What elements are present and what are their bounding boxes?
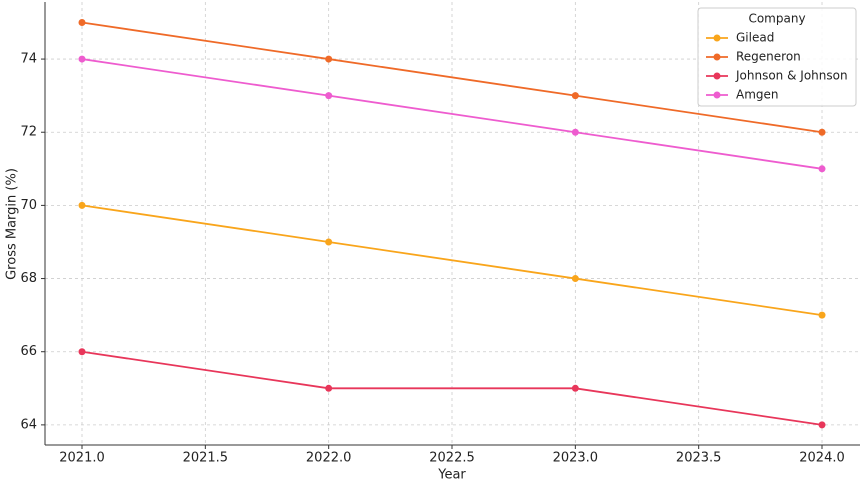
legend-label: Amgen bbox=[736, 88, 779, 102]
series-line bbox=[81, 204, 823, 317]
data-point bbox=[78, 55, 86, 63]
legend-label: Regeneron bbox=[736, 50, 801, 64]
series-line bbox=[81, 58, 823, 170]
series-line bbox=[81, 350, 823, 426]
data-point bbox=[818, 128, 826, 136]
data-point bbox=[571, 275, 579, 283]
y-tick-label: 66 bbox=[20, 344, 37, 359]
series-line bbox=[81, 21, 823, 134]
y-tick-label: 74 bbox=[20, 52, 37, 67]
legend-marker bbox=[713, 34, 721, 42]
legend-title: Company bbox=[748, 12, 805, 26]
data-point bbox=[571, 384, 579, 392]
x-tick-label: 2023.0 bbox=[553, 451, 599, 466]
x-tick-label: 2021.5 bbox=[183, 451, 229, 466]
y-tick-label: 68 bbox=[20, 271, 37, 286]
legend-marker bbox=[713, 91, 721, 99]
y-tick-label: 70 bbox=[20, 198, 37, 213]
legend-box bbox=[697, 7, 857, 107]
data-point bbox=[818, 421, 826, 429]
data-point bbox=[325, 92, 333, 100]
data-point bbox=[325, 55, 333, 63]
y-tick-label: 64 bbox=[20, 417, 37, 432]
data-point bbox=[571, 92, 579, 100]
legend-label: Gilead bbox=[736, 31, 774, 45]
x-tick-label: 2023.5 bbox=[676, 451, 722, 466]
legend-marker bbox=[713, 53, 721, 61]
data-point bbox=[78, 348, 86, 356]
legend: Company Gilead Regeneron Johnson & Johnson A… bbox=[697, 7, 857, 107]
data-point bbox=[818, 311, 826, 319]
legend-label: Johnson & Johnson bbox=[735, 69, 848, 83]
y-axis-label: Gross Margin (%) bbox=[5, 168, 20, 280]
x-tick-label: 2024.0 bbox=[799, 451, 845, 466]
x-tick-label: 2021.0 bbox=[59, 451, 105, 466]
data-point bbox=[571, 128, 579, 136]
data-point bbox=[78, 201, 86, 209]
legend-marker bbox=[713, 72, 721, 80]
x-tick-label: 2022.0 bbox=[306, 451, 352, 466]
data-point bbox=[325, 384, 333, 392]
data-point bbox=[78, 18, 86, 26]
y-tick-label: 72 bbox=[20, 125, 37, 140]
data-point bbox=[818, 165, 826, 173]
x-tick-label: 2022.5 bbox=[429, 451, 475, 466]
data-point bbox=[325, 238, 333, 246]
x-axis-label: Year bbox=[437, 468, 466, 483]
